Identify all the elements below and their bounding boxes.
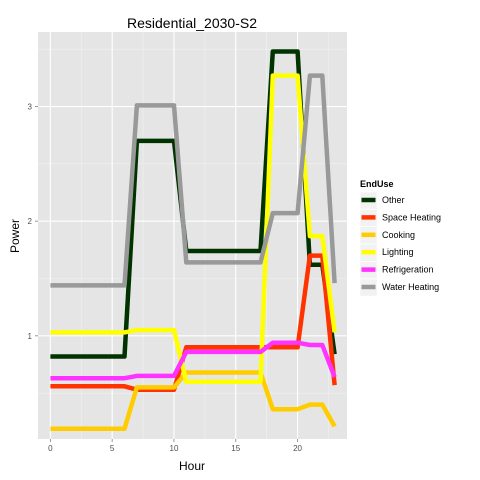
x-tick-label: 20	[293, 444, 302, 453]
series-lines	[50, 49, 337, 431]
x-tick-label: 5	[110, 444, 115, 453]
legend-label: Lighting	[382, 247, 414, 257]
y-axis-title: Power	[8, 219, 22, 253]
y-axis: 1 2 3	[28, 103, 38, 341]
series-line-lighting	[50, 73, 337, 384]
x-tick-label: 10	[170, 444, 179, 453]
y-tick-label: 1	[28, 332, 33, 341]
series-line-refrigeration	[50, 340, 337, 381]
legend-item: Cooking	[359, 226, 415, 245]
x-axis-title: Hour	[179, 459, 205, 473]
series-line-space-heating	[50, 253, 337, 392]
series-line-water-heating	[50, 73, 337, 288]
legend-title: EndUse	[360, 179, 394, 189]
chart-title: Residential_2030-S2	[127, 15, 257, 31]
legend-item: Other	[359, 191, 405, 210]
legend-label: Refrigeration	[382, 265, 434, 275]
series-line-other	[50, 49, 337, 359]
legend-item: Refrigeration	[359, 261, 434, 279]
series-line-cooking	[50, 370, 337, 431]
legend-label: Other	[382, 195, 405, 205]
y-tick-label: 2	[28, 217, 33, 226]
x-axis: 0 5 10 15 20	[48, 439, 303, 453]
y-tick-label: 3	[28, 103, 33, 112]
legend-label: Cooking	[382, 230, 415, 240]
legend-item: Space Heating	[359, 209, 441, 227]
grid-minor	[38, 32, 347, 439]
x-tick-label: 0	[48, 444, 53, 453]
legend-item: Water Heating	[359, 278, 439, 297]
x-tick-label: 15	[231, 444, 240, 453]
legend-label: Space Heating	[382, 212, 441, 222]
legend: EndUse Other Space Heating Cooking Lighting…	[359, 179, 441, 297]
legend-item: Lighting	[359, 243, 414, 262]
legend-label: Water Heating	[382, 282, 439, 292]
